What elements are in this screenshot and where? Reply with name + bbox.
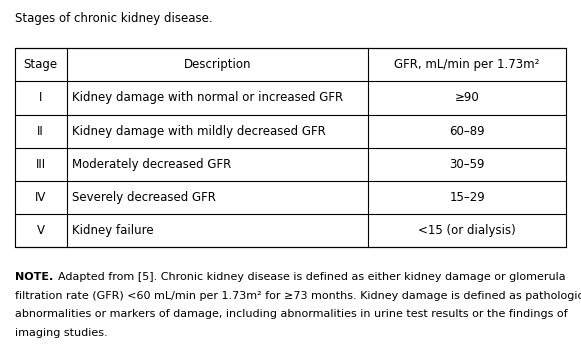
Bar bbox=[15, 48, 566, 247]
Text: IV: IV bbox=[35, 191, 46, 204]
Text: filtration rate (GFR) <60 mL/min per 1.73m² for ≥73 months. Kidney damage is def: filtration rate (GFR) <60 mL/min per 1.7… bbox=[15, 291, 581, 301]
Text: Kidney damage with mildly decreased GFR: Kidney damage with mildly decreased GFR bbox=[71, 125, 325, 138]
Text: Adapted from [5]. Chronic kidney disease is defined as either kidney damage or g: Adapted from [5]. Chronic kidney disease… bbox=[58, 272, 566, 282]
Text: NOTE.: NOTE. bbox=[15, 272, 53, 282]
Text: Kidney damage with normal or increased GFR: Kidney damage with normal or increased G… bbox=[71, 91, 343, 104]
Text: <15 (or dialysis): <15 (or dialysis) bbox=[418, 224, 516, 237]
Text: 15–29: 15–29 bbox=[449, 191, 485, 204]
Text: Stage: Stage bbox=[24, 58, 58, 71]
Text: abnormalities or markers of damage, including abnormalities in urine test result: abnormalities or markers of damage, incl… bbox=[15, 309, 567, 319]
Text: 60–89: 60–89 bbox=[449, 125, 485, 138]
Text: Moderately decreased GFR: Moderately decreased GFR bbox=[71, 158, 231, 171]
Text: V: V bbox=[37, 224, 45, 237]
Text: Stages of chronic kidney disease.: Stages of chronic kidney disease. bbox=[15, 12, 212, 26]
Text: 30–59: 30–59 bbox=[449, 158, 485, 171]
Text: I: I bbox=[39, 91, 42, 104]
Text: II: II bbox=[37, 125, 44, 138]
Text: ≥90: ≥90 bbox=[455, 91, 479, 104]
Text: Description: Description bbox=[184, 58, 251, 71]
Text: Kidney failure: Kidney failure bbox=[71, 224, 153, 237]
Text: imaging studies.: imaging studies. bbox=[15, 328, 107, 338]
Text: Severely decreased GFR: Severely decreased GFR bbox=[71, 191, 216, 204]
Text: III: III bbox=[35, 158, 46, 171]
Text: GFR, mL/min per 1.73m²: GFR, mL/min per 1.73m² bbox=[394, 58, 540, 71]
